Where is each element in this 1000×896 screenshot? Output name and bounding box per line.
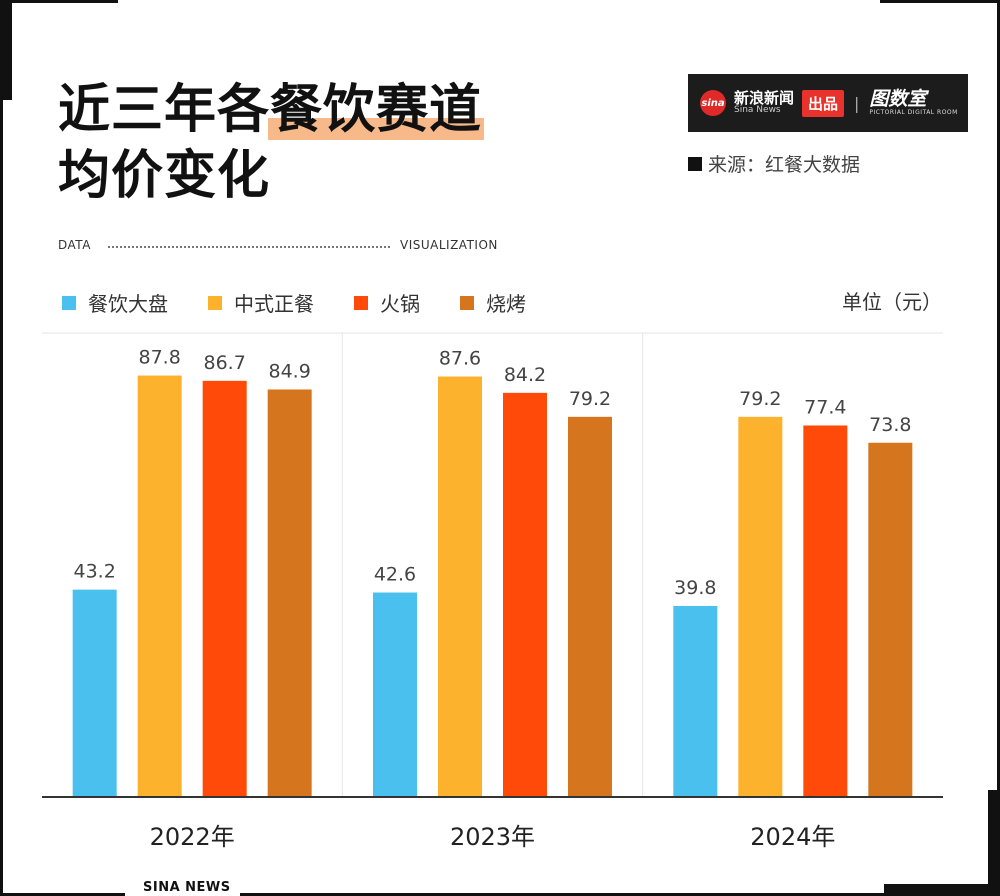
data-label: 87.6	[439, 348, 481, 370]
bar	[503, 392, 547, 797]
x-tick-label: 2023年	[450, 823, 535, 851]
data-label: 42.6	[374, 564, 416, 586]
produce-badge: 出品	[802, 89, 845, 117]
dv-left-label: DATA	[58, 238, 91, 252]
bar	[738, 416, 783, 797]
data-label: 79.2	[569, 388, 611, 410]
legend-item-0: 餐饮大盘	[62, 288, 168, 317]
source-text: 来源：红餐大数据	[708, 154, 861, 176]
data-label: 73.8	[869, 414, 911, 436]
bar	[803, 425, 848, 797]
corner-block-bottom-right	[988, 790, 1000, 896]
data-label: 84.2	[504, 364, 546, 386]
source-note: 来源：红餐大数据	[688, 150, 860, 177]
data-label: 43.2	[74, 561, 116, 583]
title-plain: 近三年各	[58, 80, 271, 140]
bar	[267, 389, 312, 797]
legend-swatch-2	[354, 295, 368, 310]
sina-name-en: Sina News	[734, 105, 781, 116]
legend-label-0: 餐饮大盘	[88, 292, 168, 316]
room-name-cn: 图数室	[869, 87, 927, 110]
dv-right-label: VISUALIZATION	[400, 238, 498, 252]
legend-swatch-1	[208, 295, 222, 310]
legend-swatch-3	[460, 295, 474, 310]
page-title-line-1: 近三年各餐饮赛道	[58, 80, 485, 140]
sina-eye-icon: sina	[700, 90, 726, 116]
title-highlight: 餐饮赛道	[268, 80, 485, 140]
legend-item-2: 火锅	[354, 288, 420, 317]
legend-label-2: 火锅	[380, 292, 420, 316]
square-bullet-icon	[688, 156, 702, 171]
bar	[137, 375, 182, 797]
unit-label: 单位（元）	[842, 290, 942, 314]
frame-top-right	[880, 0, 1000, 3]
logo-separator: |	[854, 93, 860, 113]
data-label: 86.7	[204, 352, 246, 374]
data-label: 84.9	[269, 360, 311, 382]
bar	[673, 605, 718, 797]
room-name-en: PICTORIAL DIGITAL ROOM	[869, 108, 958, 116]
legend-label-1: 中式正餐	[234, 292, 314, 316]
legend-item-1: 中式正餐	[208, 288, 314, 317]
frame-left	[0, 0, 3, 896]
frame-right	[997, 0, 1000, 896]
dotted-rule	[108, 246, 390, 248]
brand-logo: sina 新浪新闻 Sina News 出品 | 图数室 PICTORIAL D…	[688, 74, 968, 132]
bar	[72, 589, 117, 797]
data-label: 79.2	[739, 388, 781, 410]
frame-bottom-right	[240, 893, 1000, 896]
frame-top	[0, 0, 118, 3]
page-title-line-2: 均价变化	[58, 146, 271, 206]
bar	[373, 592, 417, 797]
footer-brand: SINA NEWS	[143, 880, 231, 895]
x-tick-label: 2022年	[150, 823, 235, 851]
bar	[568, 416, 612, 797]
corner-block-bottom-right-h	[884, 884, 1000, 896]
x-tick-label: 2024年	[750, 823, 835, 851]
legend-item-3: 烧烤	[460, 288, 526, 317]
chart-legend: 餐饮大盘 中式正餐 火锅 烧烤	[62, 288, 566, 317]
legend-label-3: 烧烤	[486, 292, 526, 316]
corner-block-top-left	[0, 0, 12, 100]
data-label: 39.8	[674, 577, 716, 599]
frame-bottom-left	[0, 893, 125, 896]
data-label: 77.4	[804, 396, 846, 418]
bar	[868, 442, 913, 797]
data-label: 87.8	[139, 347, 181, 369]
legend-swatch-0	[62, 295, 76, 310]
sina-wordmark: 新浪新闻 Sina News	[734, 90, 794, 116]
room-wordmark: 图数室 PICTORIAL DIGITAL ROOM	[869, 87, 958, 117]
sina-name-cn: 新浪新闻	[734, 88, 795, 107]
bar	[438, 376, 482, 797]
bar	[202, 380, 247, 797]
